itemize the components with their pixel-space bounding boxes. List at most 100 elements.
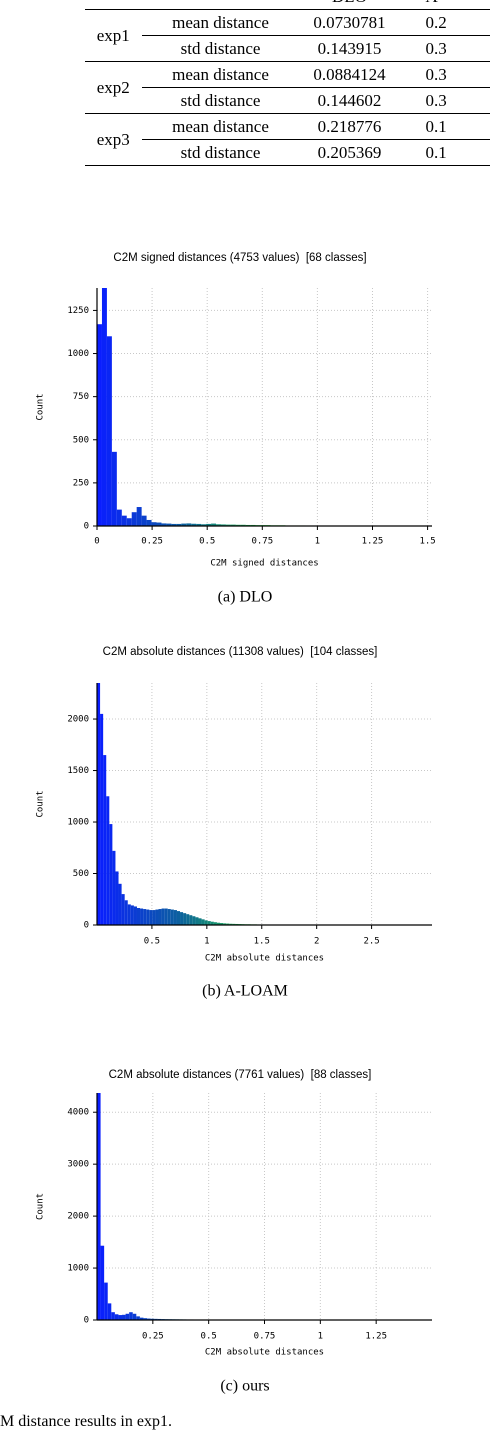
- x-axis-label: C2M absolute distances: [205, 954, 324, 964]
- x-tick-label: 0.5: [201, 1332, 217, 1342]
- header-cell: A: [399, 0, 490, 10]
- bar: [111, 1312, 115, 1320]
- y-tick-label: 1000: [67, 818, 89, 828]
- bar: [132, 1313, 137, 1320]
- bar: [125, 1313, 130, 1320]
- x-tick-label: 0.5: [144, 937, 160, 947]
- bar: [183, 913, 187, 925]
- bar: [170, 909, 174, 925]
- bar: [146, 909, 150, 925]
- x-tick-label: 1: [315, 537, 320, 547]
- bar: [139, 1317, 144, 1320]
- bar: [136, 507, 142, 526]
- cell: 0.218776: [299, 113, 400, 140]
- y-tick-label: 4000: [67, 1108, 89, 1118]
- cell: 0.3: [399, 87, 490, 114]
- figure-title: C2M absolute distances (7761 values) [88…: [109, 1069, 372, 1081]
- bar: [204, 920, 208, 925]
- x-tick-label: 0.75: [251, 537, 273, 547]
- bar: [223, 923, 227, 925]
- bar: [115, 871, 119, 925]
- bar: [230, 524, 236, 526]
- bar: [235, 524, 241, 526]
- bar: [122, 1314, 126, 1320]
- x-tick-label: 0.5: [199, 537, 215, 547]
- y-tick-label: 3000: [67, 1160, 89, 1170]
- y-tick-label: 750: [73, 392, 89, 402]
- bar: [161, 908, 165, 925]
- bar: [173, 910, 177, 925]
- bar: [226, 923, 230, 925]
- histogram: C2M absolute distances (7761 values) [88…: [36, 1069, 432, 1395]
- cell: 0.205369: [299, 139, 400, 166]
- x-tick-label: 1.5: [254, 937, 270, 947]
- bar: [158, 909, 162, 925]
- group-label: exp3: [85, 113, 142, 166]
- bar: [141, 515, 147, 526]
- cell: 0.3: [399, 35, 490, 62]
- bar: [191, 523, 197, 526]
- bar: [131, 512, 137, 526]
- y-tick-label: 1000: [67, 1264, 89, 1274]
- y-tick-label: 0: [84, 921, 89, 931]
- bar: [220, 923, 224, 925]
- bar: [149, 910, 153, 925]
- bar: [103, 755, 107, 925]
- cell: std distance: [141, 87, 300, 114]
- group-label: exp1: [85, 9, 142, 62]
- histogram: C2M absolute distances (11308 values) [1…: [36, 646, 432, 1000]
- bar: [176, 911, 181, 925]
- bar: [201, 524, 207, 526]
- bar: [156, 522, 162, 526]
- table-caption: M distance results in exp1.: [0, 1413, 172, 1430]
- y-tick-label: 2000: [67, 715, 89, 725]
- bar: [181, 523, 187, 526]
- bar: [201, 919, 205, 925]
- bar: [166, 523, 172, 526]
- bar: [109, 824, 113, 925]
- cell: 0.143915: [299, 35, 400, 62]
- bar: [152, 910, 156, 925]
- y-tick-label: 0: [84, 1316, 89, 1326]
- bar: [240, 524, 246, 526]
- cell: mean distance: [141, 113, 300, 140]
- x-tick-label: 1.25: [362, 537, 384, 547]
- bar: [186, 914, 190, 925]
- figure-caption: (b) A-LOAM: [202, 983, 288, 1000]
- x-tick-label: 1: [318, 1332, 323, 1342]
- cell: std distance: [141, 139, 300, 166]
- cell: std distance: [141, 35, 300, 62]
- bar: [146, 519, 152, 526]
- bar: [167, 909, 171, 925]
- cell: 0.3: [399, 61, 490, 88]
- cell: mean distance: [141, 9, 300, 36]
- bar: [216, 922, 221, 925]
- x-tick-label: 1: [204, 937, 209, 947]
- bar: [97, 324, 102, 526]
- figure-caption: (c) ours: [220, 1378, 269, 1395]
- y-tick-label: 1250: [67, 306, 89, 316]
- y-tick-label: 1500: [67, 766, 89, 776]
- bar: [143, 909, 147, 925]
- x-tick-label: 0.75: [254, 1332, 276, 1342]
- bar: [118, 883, 122, 925]
- x-tick-label: 1.5: [419, 537, 435, 547]
- bar: [129, 1312, 133, 1320]
- x-tick-label: 0.25: [141, 537, 163, 547]
- bar: [118, 1315, 123, 1320]
- bar: [106, 336, 112, 526]
- bar: [155, 909, 159, 925]
- cell: 0.0884124: [299, 61, 400, 88]
- bar: [206, 523, 212, 526]
- bar: [126, 518, 132, 526]
- bar: [229, 923, 233, 925]
- bar: [195, 917, 199, 925]
- bar: [121, 894, 125, 925]
- bar: [186, 523, 192, 526]
- bar: [161, 523, 167, 526]
- figure-title: C2M absolute distances (11308 values) [1…: [103, 646, 378, 658]
- cell: 0.1: [399, 139, 490, 166]
- figure-caption: (a) DLO: [218, 589, 273, 606]
- results-table: DLO A exp1 mean distance 0.0730781 0.2 s…: [85, 0, 490, 166]
